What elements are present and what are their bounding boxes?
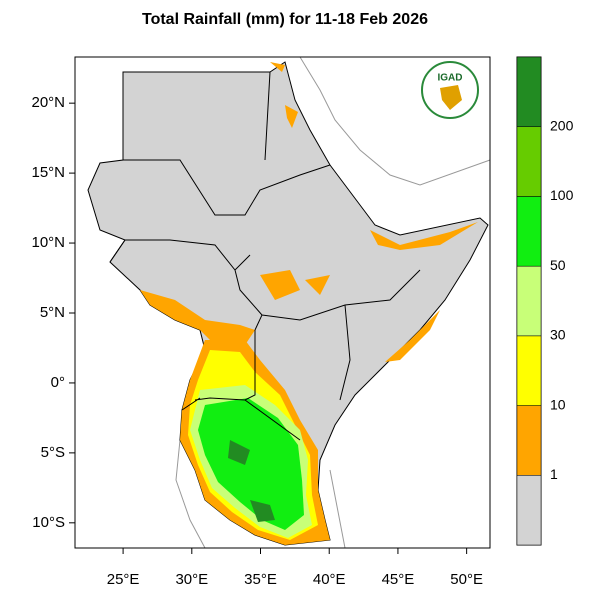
logo-shape xyxy=(440,85,462,110)
x-tick-label: 35°E xyxy=(244,571,277,588)
colorbar-bin xyxy=(516,265,542,337)
colorbar-label: 10 xyxy=(550,396,566,412)
rain-patch xyxy=(140,290,255,345)
colorbar-bin xyxy=(516,126,542,197)
logo-text: IGAD xyxy=(438,73,463,84)
map-title: Total Rainfall (mm) for 11-18 Feb 2026 xyxy=(142,11,428,28)
rain-patch xyxy=(260,62,478,362)
border xyxy=(109,71,421,441)
map-frame xyxy=(74,56,491,549)
colorbar-label: 100 xyxy=(550,187,574,203)
colorbar-bin xyxy=(516,56,542,127)
x-tick-label: 45°E xyxy=(382,571,415,588)
colorbar-bin xyxy=(516,196,542,267)
coastline xyxy=(299,56,491,186)
coastline xyxy=(175,439,346,549)
x-tick-label: 30°E xyxy=(175,571,208,588)
colorbar-label: 1 xyxy=(550,466,558,482)
colorbar-label: 30 xyxy=(550,327,566,343)
y-tick-label: 5°S xyxy=(41,444,65,461)
x-tick-label: 40°E xyxy=(313,571,346,588)
y-tick-label: 10°N xyxy=(31,234,65,251)
colorbar-label: 200 xyxy=(550,117,574,133)
y-tick-label: 0° xyxy=(51,374,65,391)
rain-patch xyxy=(228,440,275,522)
colorbar-bin xyxy=(516,405,542,476)
y-tick-label: 15°N xyxy=(31,164,65,181)
rain-patch xyxy=(198,398,304,530)
colorbar-label: 50 xyxy=(550,257,566,273)
colorbar-bin xyxy=(516,475,542,546)
y-tick-label: 20°N xyxy=(31,94,65,111)
x-tick-label: 25°E xyxy=(107,571,140,588)
map-area: IGAD xyxy=(74,56,491,549)
colorbar-bin xyxy=(516,335,542,406)
y-tick-label: 10°S xyxy=(32,514,65,531)
x-tick-label: 50°E xyxy=(450,571,483,588)
y-tick-label: 5°N xyxy=(40,304,65,321)
